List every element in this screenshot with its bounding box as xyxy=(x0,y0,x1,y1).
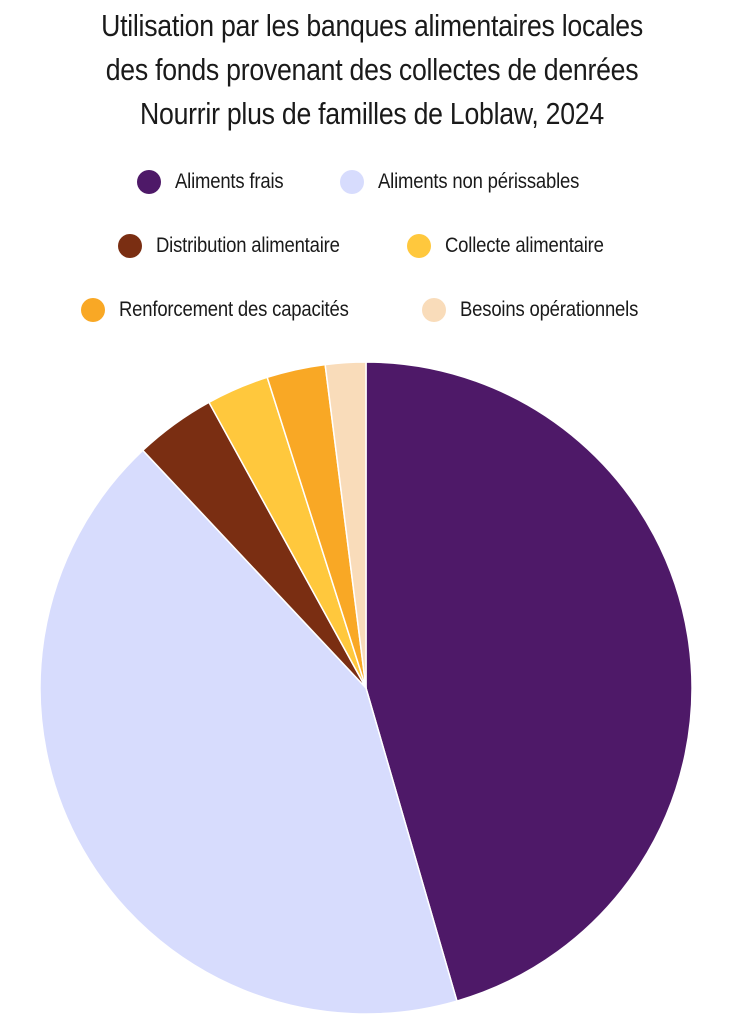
pie-slice-2[interactable] xyxy=(39,449,458,1015)
chart-title-line-2: des fonds provenant des collectes de den… xyxy=(105,52,639,87)
legend-item-distribution-alimentaire[interactable]: Distribution alimentaire xyxy=(118,234,365,258)
legend-label: Aliments non périssables xyxy=(378,170,580,193)
legend-item-aliments-frais[interactable]: Aliments frais xyxy=(137,170,298,194)
pie-slice-1[interactable] xyxy=(365,361,693,1002)
legend-swatch xyxy=(407,234,432,258)
chart-title: Utilisation par les banques alimentaires… xyxy=(52,4,692,136)
legend-item-besoins-operationnels[interactable]: Besoins opérationnels xyxy=(422,298,662,322)
chart-title-line-3: Nourrir plus de familles de Loblaw, 2024 xyxy=(140,96,604,131)
pie-slice-6[interactable] xyxy=(324,361,367,689)
legend-swatch xyxy=(422,298,447,322)
legend-row: Distribution alimentaire Collecte alimen… xyxy=(0,234,744,258)
legend-label: Distribution alimentaire xyxy=(156,234,341,257)
legend-row: Aliments frais Aliments non périssables xyxy=(0,170,744,194)
legend-swatch xyxy=(340,170,365,194)
legend-swatch xyxy=(118,234,143,258)
legend-label: Besoins opérationnels xyxy=(460,298,639,321)
legend-row: Renforcement des capacités Besoins opéra… xyxy=(0,298,744,322)
legend-item-aliments-non-perissables[interactable]: Aliments non périssables xyxy=(340,170,607,194)
chart-title-line-1: Utilisation par les banques alimentaires… xyxy=(101,8,643,43)
legend-item-collecte-alimentaire[interactable]: Collecte alimentaire xyxy=(407,234,625,258)
legend-swatch xyxy=(81,298,106,322)
legend-item-renforcement-des-capacites[interactable]: Renforcement des capacités xyxy=(81,298,380,322)
legend-label: Aliments frais xyxy=(175,170,284,193)
legend-label: Renforcement des capacités xyxy=(119,298,349,321)
legend-label: Collecte alimentaire xyxy=(445,234,604,257)
legend-swatch xyxy=(137,170,162,194)
